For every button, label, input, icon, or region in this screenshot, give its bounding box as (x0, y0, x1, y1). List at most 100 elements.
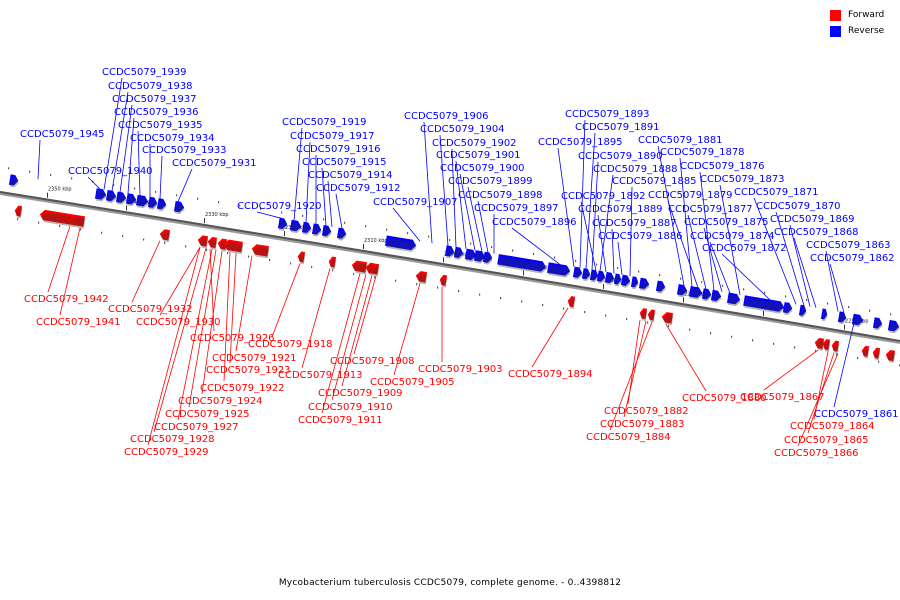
scale-tick (204, 218, 205, 224)
forward-gene-19-shadow (662, 314, 674, 326)
forward-gene-21-body (822, 339, 831, 351)
reverse-gene-label: CCDC5079_1916 (296, 144, 381, 155)
forward-gene-label: CCDC5079_1926 (190, 333, 275, 344)
forward-gene-4-body (197, 235, 209, 247)
forward-gene-label: CCDC5079_1905 (370, 377, 455, 388)
reverse-gene-34 (688, 286, 703, 300)
reverse-gene-label: CCDC5079_1898 (458, 190, 543, 201)
reverse-gene-42 (837, 311, 847, 325)
reverse-gene-connector (591, 161, 599, 270)
reverse-gene-connector (657, 145, 685, 286)
reverse-gene-45 (887, 319, 900, 334)
reverse-gene-45-shadow (888, 322, 900, 334)
forward-gene-21 (822, 339, 831, 352)
tick-mark-upper (71, 177, 73, 180)
reverse-gene-41-shadow (821, 310, 828, 322)
reverse-gene-label: CCDC5079_1869 (770, 214, 855, 225)
reverse-gene-21 (497, 254, 547, 274)
forward-gene-21-shadow (823, 341, 831, 352)
reverse-gene-label: CCDC5079_1896 (492, 217, 577, 228)
tick-mark-upper (323, 218, 325, 221)
forward-gene-22-shadow (832, 343, 840, 354)
forward-gene-3 (159, 229, 171, 243)
reverse-gene-6-body (147, 196, 158, 208)
reverse-gene-44 (872, 317, 883, 331)
reverse-gene-label: CCDC5079_1873 (700, 174, 785, 185)
reverse-gene-connector (775, 211, 805, 306)
genome-caption: Mycobacterium tuberculosis CCDC5079, com… (278, 578, 622, 588)
reverse-gene-38-shadow (744, 297, 785, 314)
forward-gene-9 (297, 251, 306, 265)
reverse-gene-43-shadow (852, 316, 864, 328)
reverse-gene-label: CCDC5079_1889 (578, 204, 663, 215)
reverse-gene-connector (439, 134, 449, 246)
forward-gene-25 (885, 350, 896, 364)
reverse-gene-11-body (301, 221, 312, 233)
tick-mark-lower (122, 235, 124, 238)
tick-mark-upper (491, 246, 493, 249)
forward-gene-2 (69, 214, 86, 229)
reverse-gene-36-body (710, 289, 722, 302)
reverse-gene-label: CCDC5079_1874 (690, 231, 775, 242)
legend: Forward Reverse (830, 8, 892, 40)
tick-mark-upper (407, 232, 409, 235)
reverse-gene-27 (604, 272, 615, 286)
forward-gene-connector (301, 268, 331, 369)
reverse-gene-connector (111, 91, 129, 192)
reverse-gene-connector (597, 214, 607, 273)
reverse-gene-12-shadow (312, 225, 322, 237)
reverse-gene-1 (94, 188, 107, 202)
forward-gene-5-body (207, 236, 218, 249)
reverse-gene-2 (105, 189, 117, 204)
reverse-gene-connector (511, 227, 561, 265)
reverse-gene-3-body (115, 191, 127, 203)
forward-gene-24 (872, 347, 881, 361)
forward-gene-9-shadow (298, 253, 306, 265)
reverse-gene-connector (477, 200, 489, 253)
tick-mark-upper (29, 170, 31, 173)
tick-mark-upper (701, 281, 703, 284)
forward-gene-13-body (371, 263, 380, 275)
forward-gene-connector (271, 263, 301, 338)
reverse-gene-label: CCDC5079_1861 (814, 409, 899, 420)
reverse-gene-43-body (851, 313, 864, 326)
reverse-gene-15-shadow (386, 237, 417, 253)
reverse-gene-label: CCDC5079_1915 (302, 157, 387, 168)
reverse-gene-19-body (473, 250, 486, 262)
reverse-gene-39-body (782, 302, 793, 314)
tick-mark-lower (290, 262, 292, 265)
reverse-gene-connector (335, 193, 343, 229)
reverse-gene-29 (620, 274, 631, 288)
reverse-gene-connector (467, 186, 483, 252)
forward-gene-connector (331, 274, 367, 401)
reverse-gene-label: CCDC5079_1897 (474, 203, 559, 214)
reverse-gene-32-shadow (656, 283, 666, 294)
forward-gene-15-body (439, 274, 448, 286)
forward-gene-10-shadow (329, 258, 337, 270)
reverse-gene-29-shadow (621, 277, 631, 288)
tick-mark-upper (596, 263, 598, 266)
tick-mark-lower (395, 279, 397, 282)
reverse-gene-12 (311, 223, 322, 237)
forward-gene-18 (647, 309, 656, 323)
tick-mark-upper (428, 235, 430, 238)
reverse-gene-45-body (887, 319, 900, 332)
reverse-gene-20 (482, 251, 493, 265)
reverse-gene-connector (599, 174, 614, 272)
forward-gene-label: CCDC5079_1867 (740, 392, 825, 403)
reverse-gene-40-shadow (799, 307, 807, 318)
reverse-gene-label: CCDC5079_1870 (756, 201, 841, 212)
tick-mark-lower (59, 225, 61, 228)
forward-gene-connector (159, 247, 201, 316)
reverse-gene-connector (687, 214, 707, 290)
reverse-gene-16-body (444, 245, 455, 257)
reverse-gene-label: CCDC5079_1912 (316, 183, 401, 194)
reverse-gene-33-body (676, 284, 688, 296)
forward-gene-3-shadow (160, 231, 171, 243)
reverse-gene-34-shadow (689, 288, 703, 300)
tick-mark-upper (512, 249, 514, 252)
reverse-gene-label: CCDC5079_1890 (578, 151, 663, 162)
reverse-gene-18-body (464, 248, 477, 261)
forward-gene-connector (177, 249, 213, 421)
